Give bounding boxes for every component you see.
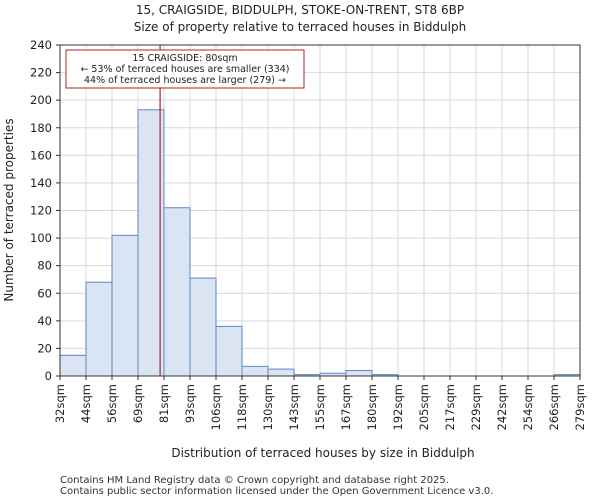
bar-81sqm — [163, 207, 191, 377]
x-tick-label: 242sqm — [495, 384, 509, 430]
x-tick-label: 279sqm — [573, 384, 587, 430]
y-tick-label: 0 — [45, 369, 52, 383]
chart-title: 15, CRAIGSIDE, BIDDULPH, STOKE-ON-TRENT,… — [136, 3, 464, 17]
annotation-line-2: ← 53% of terraced houses are smaller (33… — [80, 64, 289, 75]
x-tick-label: 192sqm — [391, 384, 405, 430]
annotation-line-1: 15 CRAIGSIDE: 80sqm — [132, 53, 237, 64]
y-tick-label: 160 — [30, 148, 52, 162]
y-tick-label: 220 — [30, 66, 52, 80]
footer-line-1: Contains HM Land Registry data © Crown c… — [60, 475, 449, 486]
y-tick-label: 180 — [30, 121, 52, 135]
annotation-box: 15 CRAIGSIDE: 80sqm ← 53% of terraced ho… — [65, 49, 305, 89]
y-axis-label: Number of terraced properties — [2, 118, 16, 301]
bar-130sqm — [267, 368, 295, 377]
x-tick-label: 106sqm — [209, 384, 223, 430]
y-tick-label: 240 — [30, 38, 52, 52]
x-tick-label: 118sqm — [235, 384, 249, 430]
annotation-line-3: 44% of terraced houses are larger (279) … — [84, 75, 286, 86]
y-tick-label: 100 — [30, 231, 52, 245]
y-tick-label: 200 — [30, 93, 52, 107]
x-tick-label: 180sqm — [365, 384, 379, 430]
bars — [59, 109, 581, 377]
x-tick-label: 81sqm — [157, 384, 171, 423]
bar-167sqm — [345, 369, 373, 377]
y-tick-label: 20 — [37, 341, 52, 355]
x-tick-label: 130sqm — [261, 384, 275, 430]
y-tick-label: 140 — [30, 176, 52, 190]
x-tick-label: 143sqm — [287, 384, 301, 430]
x-tick-label: 254sqm — [521, 384, 535, 430]
x-tick-label: 217sqm — [443, 384, 457, 430]
bar-32sqm — [59, 354, 87, 377]
x-tick-label: 69sqm — [131, 384, 145, 423]
footer-line-2: Contains public sector information licen… — [60, 486, 493, 497]
x-tick-label: 205sqm — [417, 384, 431, 430]
x-tick-label: 229sqm — [469, 384, 483, 430]
annotation-frame — [65, 49, 305, 89]
x-axis-ticks: 32sqm 44sqm 56sqm 69sqm 81sqm 93sqm 106sqm 118s… — [53, 376, 587, 430]
bar-56sqm — [111, 234, 139, 377]
x-axis-label: Distribution of terraced houses by size … — [171, 446, 474, 460]
x-tick-label: 93sqm — [183, 384, 197, 423]
y-tick-label: 80 — [37, 259, 52, 273]
y-tick-label: 40 — [37, 314, 52, 328]
x-tick-label: 155sqm — [313, 384, 327, 430]
bar-118sqm — [241, 365, 269, 377]
bar-106sqm — [215, 325, 243, 377]
chart-subtitle: Size of property relative to terraced ho… — [134, 20, 466, 34]
x-tick-label: 32sqm — [53, 384, 67, 423]
x-tick-label: 44sqm — [79, 384, 93, 423]
bar-93sqm — [189, 277, 217, 377]
y-tick-label: 120 — [30, 204, 52, 218]
y-axis-ticks: 0 20 40 60 80 100 120 140 160 180 200 220 240 — [30, 38, 60, 383]
x-tick-label: 266sqm — [547, 384, 561, 430]
y-tick-label: 60 — [37, 286, 52, 300]
bar-44sqm — [85, 281, 113, 377]
plot-frame — [59, 44, 581, 377]
x-tick-label: 56sqm — [105, 384, 119, 423]
x-tick-label: 167sqm — [339, 384, 353, 430]
